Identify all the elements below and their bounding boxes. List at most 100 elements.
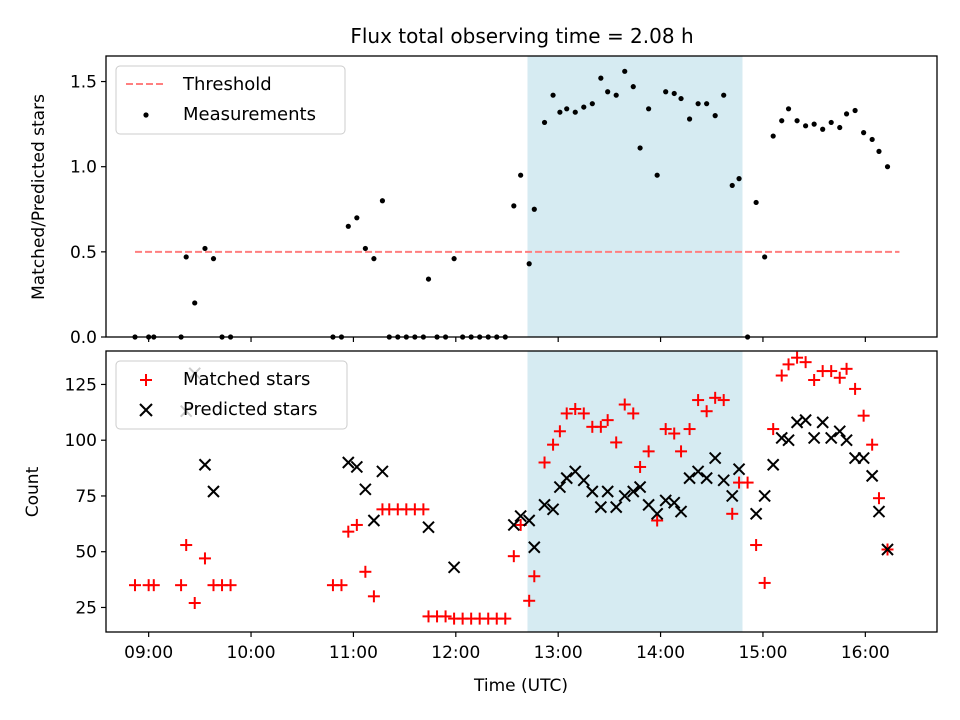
predicted-star-point bbox=[627, 485, 640, 498]
measurement-point bbox=[613, 92, 619, 98]
count-legend: Matched stars Predicted stars bbox=[115, 360, 348, 430]
measurement-point bbox=[861, 130, 867, 136]
predicted-star-point bbox=[359, 483, 372, 496]
matched-star-point bbox=[507, 550, 520, 563]
ratio-measurement-layer bbox=[132, 68, 891, 340]
y-tick-label: 25 bbox=[75, 598, 97, 618]
chart-title: Flux total observing time = 2.08 h bbox=[350, 24, 693, 48]
matched-star-point bbox=[840, 362, 853, 375]
matched-star-point bbox=[560, 407, 573, 420]
matched-star-point bbox=[825, 365, 838, 378]
count-panel: 25 50 75 100 125 09:00 10:00 11:00 12:00 13:00 14… bbox=[23, 350, 938, 696]
y-tick-label: 0.5 bbox=[70, 243, 97, 263]
predicted-star-point bbox=[207, 485, 220, 498]
predicted-star-point bbox=[633, 480, 647, 494]
measurement-point bbox=[811, 121, 817, 127]
ratio-panel: 0.0 0.5 1.0 1.5 Matched/Predicted stars Thr… bbox=[29, 55, 938, 348]
predicted-star-point bbox=[507, 518, 521, 532]
matched-star-point bbox=[726, 507, 739, 520]
ratio-y-axis-label: Matched/Predicted stars bbox=[29, 94, 49, 300]
measurement-point bbox=[736, 176, 742, 182]
measurement-point bbox=[557, 109, 563, 115]
matched-star-point bbox=[750, 539, 763, 552]
matched-star-point bbox=[175, 579, 188, 592]
predicted-star-point bbox=[758, 489, 771, 503]
matched-star-point bbox=[791, 351, 804, 364]
ratio-legend-box bbox=[115, 65, 346, 135]
predicted-star-point bbox=[833, 425, 846, 438]
measurement-point bbox=[379, 198, 386, 204]
measurement-point bbox=[589, 101, 595, 107]
matched-star-point bbox=[799, 356, 812, 369]
measurement-point bbox=[362, 245, 368, 252]
predicted-star-point bbox=[594, 500, 608, 514]
x-tick-label: 10:00 bbox=[227, 643, 276, 663]
matched-star-point bbox=[642, 445, 655, 458]
measurement-point bbox=[622, 68, 628, 74]
matched-star-point bbox=[692, 394, 705, 407]
matched-star-point bbox=[758, 576, 771, 589]
matched-star-point bbox=[872, 492, 885, 505]
measurement-point bbox=[876, 148, 882, 154]
predicted-star-point bbox=[422, 520, 435, 534]
measurement-point bbox=[526, 261, 532, 267]
legend-measurements-label: Measurements bbox=[183, 104, 316, 125]
matched-star-point bbox=[569, 402, 582, 415]
predicted-star-point bbox=[586, 485, 599, 498]
matched-star-point bbox=[594, 420, 607, 433]
ratio-y-ticks: 0.0 0.5 1.0 1.5 bbox=[70, 73, 106, 348]
predicted-star-point bbox=[650, 507, 664, 521]
legend-matched-label: Matched stars bbox=[183, 369, 310, 390]
predicted-star-point bbox=[560, 471, 573, 485]
matched-star-point bbox=[741, 476, 754, 489]
matched-star-point bbox=[675, 445, 688, 458]
y-tick-label: 0.0 bbox=[70, 328, 97, 348]
x-tick-label: 12:00 bbox=[431, 643, 480, 663]
y-tick-label: 75 bbox=[75, 487, 97, 507]
matched-star-point bbox=[367, 590, 380, 603]
measurement-point bbox=[581, 104, 587, 110]
matched-star-point bbox=[651, 514, 664, 527]
predicted-star-point bbox=[775, 431, 788, 445]
predicted-star-point bbox=[732, 462, 746, 476]
matched-star-point bbox=[866, 438, 879, 451]
count-y-ticks: 25 50 75 100 125 bbox=[65, 375, 106, 618]
x-tick-label: 13:00 bbox=[534, 643, 583, 663]
measurement-point bbox=[541, 119, 548, 126]
measurement-point bbox=[183, 254, 189, 260]
ratio-x-ticks bbox=[148, 337, 866, 342]
measurement-point bbox=[637, 145, 643, 151]
matched-star-point bbox=[335, 579, 348, 592]
legend-predicted-label: Predicted stars bbox=[183, 399, 317, 420]
predicted-star-point bbox=[577, 474, 590, 487]
matched-star-point bbox=[553, 425, 566, 438]
predicted-star-point bbox=[553, 480, 567, 494]
y-tick-label: 1.0 bbox=[70, 158, 97, 178]
matched-star-point bbox=[634, 460, 647, 473]
y-tick-label: 1.5 bbox=[70, 73, 97, 93]
matched-star-point bbox=[618, 398, 631, 411]
measurement-point bbox=[770, 133, 776, 139]
count-plot-frame bbox=[105, 350, 938, 633]
matched-star-point bbox=[147, 579, 160, 592]
predicted-star-point bbox=[840, 433, 853, 447]
matched-star-point bbox=[627, 407, 640, 420]
matched-star-point bbox=[668, 427, 681, 440]
predicted-star-point bbox=[717, 474, 730, 487]
count-y-axis-label: Count bbox=[23, 466, 43, 517]
matched-star-point bbox=[775, 369, 788, 382]
measurement-point bbox=[779, 118, 785, 124]
predicted-star-point bbox=[872, 505, 886, 518]
matched-star-point bbox=[523, 594, 536, 607]
measurement-point bbox=[704, 101, 710, 107]
measurement-point bbox=[663, 89, 669, 95]
predicted-star-point bbox=[546, 503, 560, 516]
predicted-star-point bbox=[726, 489, 739, 503]
count-x-axis-label: Time (UTC) bbox=[473, 676, 568, 696]
measurement-point bbox=[605, 89, 611, 95]
matched-star-point bbox=[577, 407, 590, 420]
ratio-plot-frame bbox=[105, 55, 938, 338]
predicted-star-point bbox=[367, 514, 381, 527]
matched-star-point bbox=[342, 525, 355, 538]
predicted-star-point bbox=[881, 543, 894, 556]
